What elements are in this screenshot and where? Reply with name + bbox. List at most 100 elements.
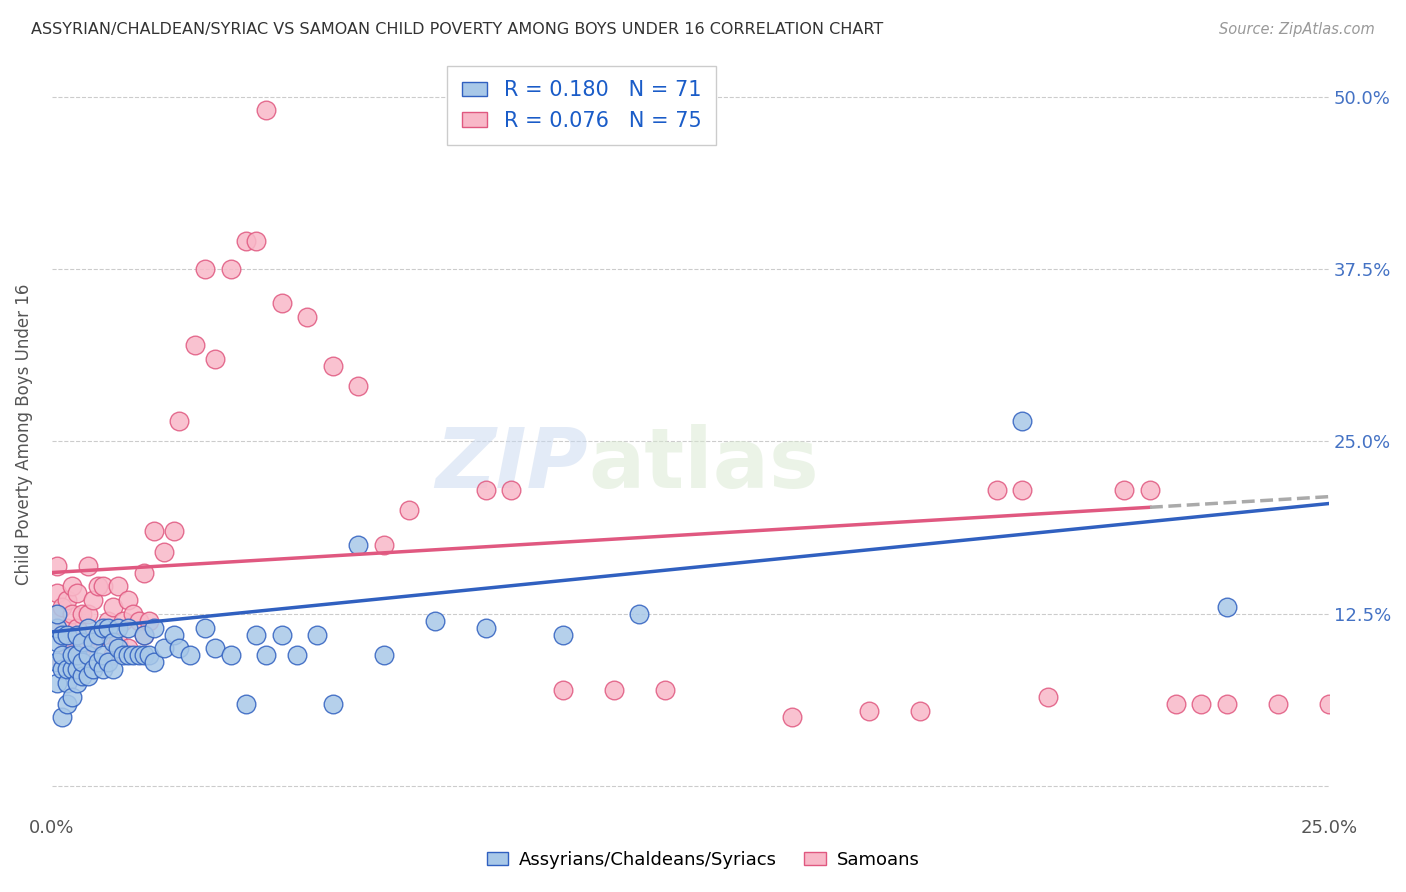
Text: ZIP: ZIP — [436, 425, 588, 506]
Point — [56, 676, 79, 690]
Point — [72, 655, 94, 669]
Point — [45, 558, 67, 573]
Point — [91, 648, 114, 663]
Point — [51, 710, 73, 724]
Point — [132, 627, 155, 641]
Point — [51, 655, 73, 669]
Point — [91, 662, 114, 676]
Point — [101, 648, 124, 663]
Point — [56, 641, 79, 656]
Point — [423, 614, 446, 628]
Point — [87, 579, 110, 593]
Point — [1164, 697, 1187, 711]
Point — [602, 682, 624, 697]
Point — [76, 648, 98, 663]
Point — [235, 235, 257, 249]
Point — [45, 621, 67, 635]
Point — [1267, 697, 1289, 711]
Point — [82, 634, 104, 648]
Point — [56, 697, 79, 711]
Point — [66, 586, 89, 600]
Point — [285, 648, 308, 663]
Point — [295, 310, 318, 325]
Point — [347, 379, 370, 393]
Point — [270, 627, 292, 641]
Text: Source: ZipAtlas.com: Source: ZipAtlas.com — [1219, 22, 1375, 37]
Point — [72, 634, 94, 648]
Point — [66, 627, 89, 641]
Point — [1036, 690, 1059, 704]
Point — [91, 579, 114, 593]
Point — [60, 579, 83, 593]
Point — [76, 669, 98, 683]
Point — [204, 351, 226, 366]
Point — [60, 634, 83, 648]
Point — [153, 545, 176, 559]
Point — [1011, 414, 1033, 428]
Point — [107, 641, 129, 656]
Point — [179, 648, 201, 663]
Legend: R = 0.180   N = 71, R = 0.076   N = 75: R = 0.180 N = 71, R = 0.076 N = 75 — [447, 65, 716, 145]
Point — [60, 690, 83, 704]
Point — [245, 627, 267, 641]
Point — [72, 607, 94, 621]
Point — [132, 566, 155, 580]
Point — [72, 669, 94, 683]
Point — [45, 676, 67, 690]
Point — [322, 359, 344, 373]
Point — [117, 648, 139, 663]
Point — [132, 648, 155, 663]
Point — [45, 634, 67, 648]
Point — [628, 607, 651, 621]
Point — [112, 648, 135, 663]
Point — [142, 524, 165, 538]
Point — [72, 641, 94, 656]
Point — [107, 579, 129, 593]
Point — [153, 641, 176, 656]
Point — [132, 627, 155, 641]
Point — [551, 682, 574, 697]
Point — [858, 704, 880, 718]
Point — [76, 634, 98, 648]
Point — [107, 634, 129, 648]
Point — [97, 621, 120, 635]
Point — [60, 607, 83, 621]
Point — [97, 655, 120, 669]
Point — [254, 648, 277, 663]
Point — [66, 662, 89, 676]
Point — [60, 648, 83, 663]
Point — [56, 593, 79, 607]
Point — [219, 262, 242, 277]
Point — [169, 641, 191, 656]
Point — [51, 600, 73, 615]
Point — [1317, 697, 1340, 711]
Point — [56, 621, 79, 635]
Point — [138, 648, 160, 663]
Point — [163, 524, 186, 538]
Point — [122, 607, 145, 621]
Point — [87, 627, 110, 641]
Point — [373, 648, 395, 663]
Point — [60, 662, 83, 676]
Point — [245, 235, 267, 249]
Point — [45, 586, 67, 600]
Point — [986, 483, 1008, 497]
Point — [1011, 483, 1033, 497]
Point — [1215, 697, 1237, 711]
Point — [45, 607, 67, 621]
Point — [51, 648, 73, 663]
Point — [204, 641, 226, 656]
Point — [76, 621, 98, 635]
Point — [91, 627, 114, 641]
Point — [51, 627, 73, 641]
Point — [654, 682, 676, 697]
Point — [82, 662, 104, 676]
Point — [194, 621, 217, 635]
Point — [117, 641, 139, 656]
Point — [45, 655, 67, 669]
Point — [1215, 600, 1237, 615]
Point — [66, 648, 89, 663]
Point — [82, 593, 104, 607]
Point — [101, 600, 124, 615]
Point — [97, 614, 120, 628]
